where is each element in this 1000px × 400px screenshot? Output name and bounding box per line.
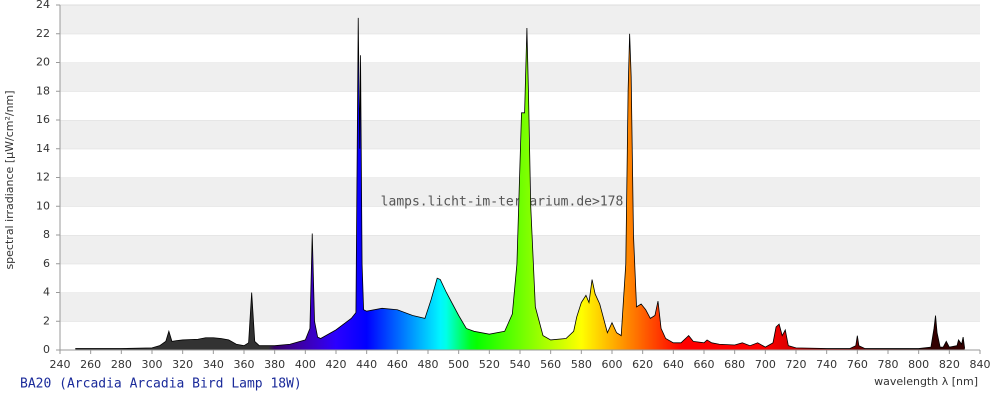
y-axis-label: spectral irradiance [µW/cm²/nm] [3,90,16,269]
x-tick-label: 480 [418,358,439,371]
x-tick-label: 460 [387,358,408,371]
x-axis-label: wavelength λ [nm] [874,375,978,388]
x-tick-label: 400 [295,358,316,371]
x-tick-label: 820 [939,358,960,371]
x-tick-label: 380 [264,358,285,371]
y-tick-label: 12 [36,171,50,184]
spectrum-line [75,17,966,349]
x-tick-label: 640 [663,358,684,371]
x-tick-label: 600 [602,358,623,371]
grid-band [60,120,980,149]
x-tick-label: 580 [571,358,592,371]
x-tick-label: 520 [479,358,500,371]
y-tick-label: 20 [36,56,50,69]
spectrum-fill [75,17,965,350]
x-tick-label: 300 [142,358,163,371]
x-tick-label: 720 [786,358,807,371]
x-tick-label: 240 [50,358,71,371]
x-tick-label: 700 [755,358,776,371]
y-tick-label: 24 [36,0,50,11]
x-tick-label: 500 [448,358,469,371]
x-tick-label: 440 [356,358,377,371]
x-tick-label: 260 [80,358,101,371]
x-tick-label: 660 [694,358,715,371]
x-tick-label: 280 [111,358,132,371]
y-tick-label: 22 [36,27,50,40]
x-tick-label: 420 [326,358,347,371]
y-tick-label: 6 [43,257,50,270]
x-tick-label: 840 [970,358,991,371]
y-tick-label: 10 [36,199,50,212]
grid-band [60,33,980,63]
x-tick-label: 320 [172,358,193,371]
grid-band [60,62,980,92]
x-tick-label: 540 [510,358,531,371]
y-tick-label: 2 [43,314,50,327]
x-tick-label: 800 [908,358,929,371]
grid-band [60,91,980,120]
grid-band [60,5,980,34]
x-tick-label: 740 [816,358,837,371]
x-tick-label: 760 [847,358,868,371]
x-tick-label: 560 [540,358,561,371]
x-tick-label: 360 [234,358,255,371]
x-tick-label: 780 [878,358,899,371]
x-tick-label: 340 [203,358,224,371]
x-tick-label: 680 [724,358,745,371]
y-tick-label: 0 [43,343,50,356]
y-tick-label: 14 [36,142,50,155]
watermark: lamps.licht-im-terrarium.de>178 [381,195,624,210]
chart-title: BA20 (Arcadia Arcadia Bird Lamp 18W) [20,377,302,392]
y-tick-label: 4 [43,286,50,299]
y-tick-label: 8 [43,228,50,241]
y-tick-label: 16 [36,113,50,126]
y-tick-label: 18 [36,84,50,97]
x-tick-label: 620 [632,358,653,371]
